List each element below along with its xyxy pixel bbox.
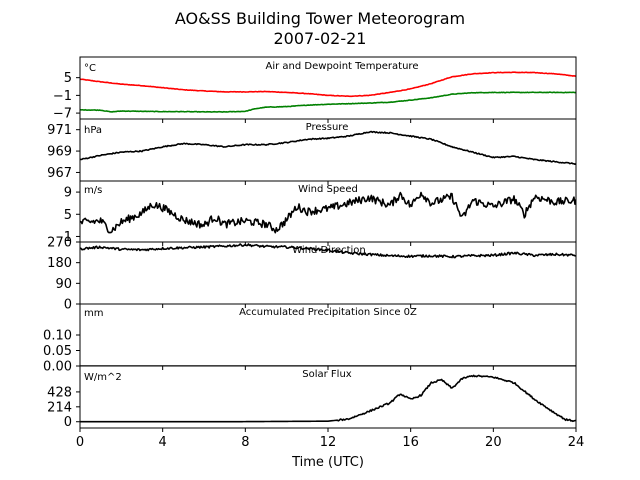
- y-tick-label-solar: 214: [47, 400, 72, 415]
- series-line-wind_direction-0: [80, 243, 576, 259]
- panel-precip: 0.100.050.00 mm Accumulated Precipitation …: [43, 303, 577, 375]
- y-tick-label-wind_speed: 5: [64, 208, 72, 223]
- panel-title-wind_direction: Wind Direction: [292, 245, 366, 256]
- y-tick-label-wind_direction: 0: [64, 298, 72, 313]
- chart-subtitle: 2007-02-21: [274, 29, 367, 48]
- series-line-temp-1: [80, 91, 576, 113]
- y-tick-label-precip: 0.00: [43, 360, 72, 375]
- panel-temp: 5 −1 −7 °C Air and Dewpoint Temperature: [53, 56, 577, 123]
- y-tick-label-pressure: 971: [47, 123, 72, 138]
- panel-wind_speed: 9 5 1 m/s Wind Speed: [64, 180, 577, 246]
- chart-title: AO&SS Building Tower Meteorogram: [175, 9, 465, 28]
- series-line-pressure-0: [80, 130, 576, 166]
- series-line-wind_speed-0: [80, 191, 576, 234]
- y-tick-label-temp: −1: [53, 89, 72, 104]
- x-axis-label: Time (UTC): [291, 455, 364, 470]
- y-tick-label-solar: 428: [47, 385, 72, 400]
- panel-title-precip: Accumulated Precipitation Since 0Z: [239, 307, 417, 318]
- y-tick-label-wind_speed: 9: [64, 186, 72, 201]
- y-tick-label-wind_direction: 180: [47, 256, 72, 271]
- panel-pressure: 971 969 967 hPa Pressure: [47, 118, 577, 185]
- y-tick-label-precip: 0.05: [43, 344, 72, 359]
- x-tick-label: 16: [402, 435, 419, 450]
- x-tick-label: 24: [568, 435, 585, 450]
- y-tick-label-wind_direction: 90: [55, 277, 72, 292]
- y-tick-label-pressure: 967: [47, 166, 72, 181]
- x-tick-label: 0: [76, 435, 84, 450]
- y-tick-label-solar: 0: [64, 415, 72, 430]
- unit-label-pressure: hPa: [84, 125, 102, 136]
- series-line-solar-0: [80, 374, 576, 423]
- y-tick-label-pressure: 969: [47, 145, 72, 160]
- panel-title-wind_speed: Wind Speed: [298, 184, 358, 195]
- y-tick-label-temp: 5: [64, 71, 72, 86]
- x-tick-label: 20: [485, 435, 502, 450]
- unit-label-solar: W/m^2: [84, 372, 122, 383]
- unit-label-wind_speed: m/s: [84, 185, 102, 196]
- unit-label-precip: mm: [84, 308, 103, 319]
- panel-wind_direction: 270 180 90 0 Wind Direction: [47, 236, 577, 313]
- y-tick-label-precip: 0.10: [43, 329, 72, 344]
- series-line-temp-0: [80, 71, 576, 98]
- y-tick-label-temp: −7: [53, 107, 72, 122]
- panel-title-solar: Solar Flux: [302, 369, 352, 380]
- y-tick-label-wind_direction: 270: [47, 236, 72, 251]
- x-tick-label: 8: [241, 435, 249, 450]
- x-tick-label: 12: [320, 435, 337, 450]
- panel-title-temp: Air and Dewpoint Temperature: [266, 61, 419, 72]
- x-axis: 0 4 8 12 16 20 24: [76, 435, 584, 450]
- unit-label-temp: °C: [84, 63, 96, 74]
- y-tick-label-wind_speed: 1: [64, 230, 72, 245]
- panel-title-pressure: Pressure: [306, 122, 349, 133]
- panels: 5 −1 −7 °C Air and Dewpoint Temperature 971 96…: [43, 56, 577, 432]
- x-tick-label: 4: [159, 435, 167, 450]
